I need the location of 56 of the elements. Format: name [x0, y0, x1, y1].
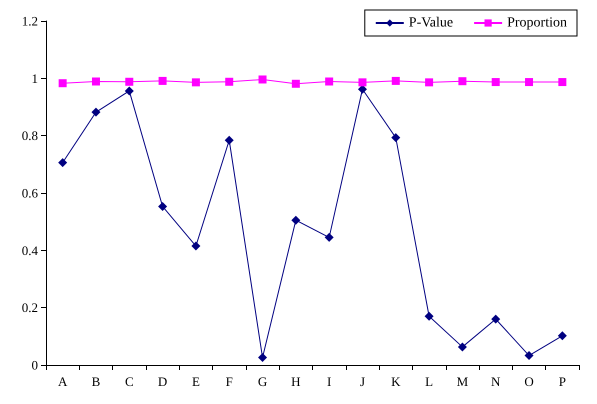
x-tick-label: H: [291, 374, 301, 389]
x-tick-label: I: [326, 374, 332, 389]
y-tick-label: 0.4: [22, 242, 38, 258]
x-tick-label: G: [258, 374, 268, 389]
point: [192, 78, 200, 86]
x-tick-label: E: [192, 374, 200, 389]
point: [258, 353, 268, 362]
point: [124, 86, 134, 96]
y-tick-label: 0.2: [22, 300, 38, 316]
y-tick-label: 0.6: [22, 186, 38, 200]
point: [524, 351, 534, 360]
point: [558, 331, 567, 340]
point: [325, 77, 334, 86]
point: [224, 136, 234, 145]
y-tick-label: 1.2: [22, 14, 38, 28]
point: [458, 77, 466, 86]
point: [158, 76, 167, 85]
point: [158, 202, 168, 211]
point: [492, 78, 500, 86]
x-tick-label: J: [360, 374, 365, 389]
point: [191, 242, 200, 251]
y-tick-label: 1: [32, 70, 38, 86]
x-tick-label: P: [558, 374, 566, 389]
point: [225, 78, 234, 86]
point: [424, 312, 434, 321]
x-tick-label: M: [456, 374, 469, 389]
point: [558, 78, 566, 86]
point: [392, 76, 400, 85]
x-tick-label: A: [58, 374, 68, 389]
x-tick-label: B: [92, 374, 101, 389]
y-tick-label: 0: [32, 358, 38, 372]
point: [292, 80, 300, 88]
point: [91, 108, 100, 117]
legend-label: P-Value: [408, 16, 454, 30]
point: [391, 133, 400, 142]
x-tick-label: K: [391, 374, 402, 389]
point: [258, 75, 267, 84]
point: [491, 314, 500, 324]
point: [291, 216, 300, 225]
point: [458, 342, 467, 352]
point: [358, 78, 366, 86]
point: [425, 78, 434, 86]
x-tick-label: N: [491, 374, 502, 389]
point: [125, 78, 134, 86]
point: [324, 232, 334, 242]
legend-label: Proportion: [507, 16, 567, 30]
y-tick-label: 0.8: [22, 128, 38, 144]
x-tick-label: C: [124, 374, 134, 389]
point: [92, 77, 100, 86]
x-tick-label: F: [226, 374, 233, 389]
x-tick-label: L: [425, 374, 434, 389]
point: [58, 158, 68, 168]
x-tick-label: D: [158, 374, 168, 389]
point: [525, 78, 534, 86]
point: [58, 79, 67, 88]
x-tick-label: O: [524, 374, 534, 389]
